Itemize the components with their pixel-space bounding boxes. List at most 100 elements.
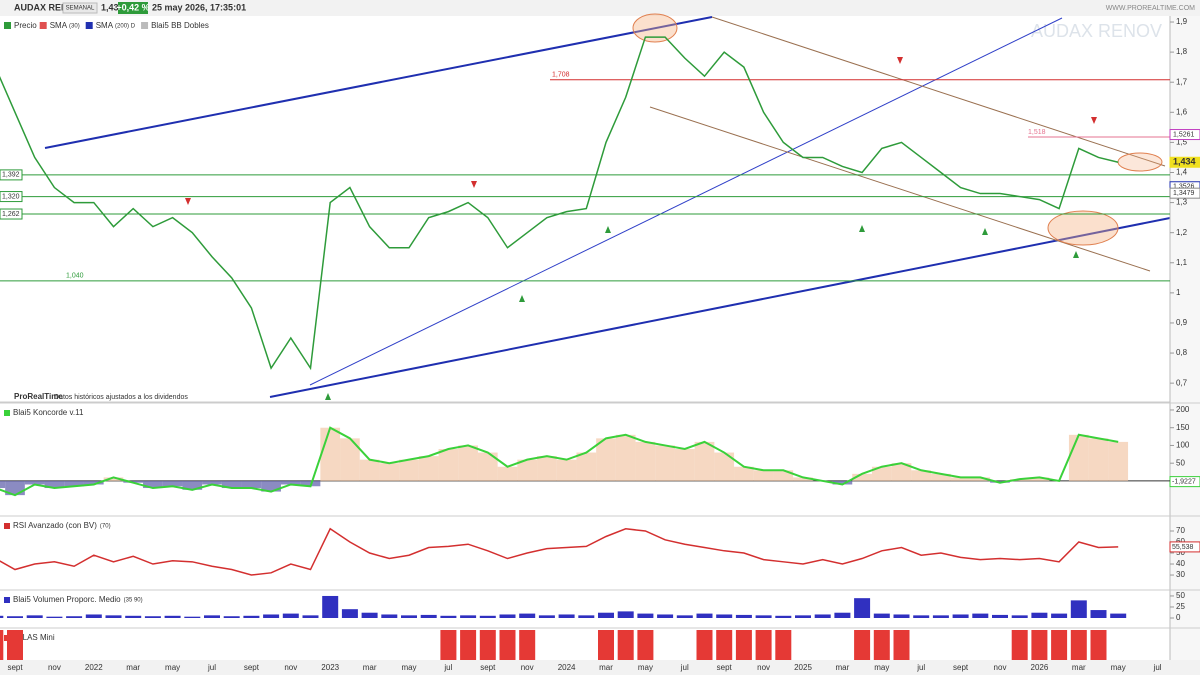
bar: [735, 614, 752, 618]
area-bar: [970, 477, 991, 481]
y-tick-label: 0,7: [1176, 378, 1188, 387]
bar: [381, 614, 398, 618]
x-tick-label: nov: [48, 663, 61, 672]
y-tick-label: 70: [1176, 526, 1185, 535]
bar: [125, 615, 142, 618]
bar: [223, 616, 240, 618]
area-bar: [1088, 438, 1109, 481]
area-bar: [556, 459, 577, 481]
bar: [873, 630, 890, 660]
bar: [1051, 613, 1068, 618]
highlight: [632, 13, 678, 43]
series-line: [0, 426, 1119, 497]
bar: [26, 615, 43, 618]
bar: [1011, 615, 1028, 618]
bar: [814, 614, 831, 618]
trend-line: [44, 16, 713, 149]
x-tick-label: nov: [757, 663, 770, 672]
y-tick-label: 1,5: [1176, 138, 1188, 147]
area-bar: [418, 456, 439, 481]
bar: [775, 630, 792, 660]
datetime: 25 may 2026, 17:35:01: [152, 2, 246, 12]
area-bar: [399, 459, 419, 481]
period-box: [62, 2, 98, 14]
bar: [972, 613, 989, 618]
area-bar: [832, 480, 853, 485]
y-tick-label: 1,9: [1176, 17, 1188, 26]
area-bar: [103, 477, 124, 481]
bar: [992, 614, 1008, 618]
bar: [873, 613, 890, 618]
area-bar: [44, 480, 65, 489]
area-bar: [793, 477, 813, 481]
x-tick-label: nov: [521, 663, 534, 672]
buy-arrows: [325, 225, 1079, 400]
level-label: 1,320: [2, 193, 20, 200]
bar: [263, 614, 280, 618]
area-bar: [753, 470, 774, 481]
x-tick-label: nov: [284, 663, 297, 672]
period[interactable]: SEMANAL: [66, 6, 95, 12]
bar: [519, 630, 536, 660]
bar: [184, 616, 201, 618]
y-tick-label: 1,8: [1176, 47, 1188, 56]
level-label: 1,040: [66, 273, 84, 280]
legend: Precio SMA (30) SMA (200) D Blai5 BB Dobles: [4, 21, 209, 30]
panel-param: (35 90): [124, 598, 143, 604]
bar: [952, 614, 969, 618]
price-marker-label: 1,3526: [1173, 184, 1195, 191]
bar: [696, 613, 713, 618]
legend-param: (30): [69, 24, 80, 30]
y-tick-label: 200: [1176, 405, 1190, 414]
bar: [401, 615, 417, 618]
panel-title: Blai5 Koncorde v.11: [13, 408, 84, 417]
bar: [499, 630, 516, 660]
site: WWW.PROREALTIME.COM: [1106, 5, 1195, 12]
last-marker: [1169, 476, 1200, 488]
bar: [657, 614, 674, 618]
area-bar: [438, 449, 459, 481]
price-marker-label: 1,5261: [1173, 131, 1195, 138]
bar: [932, 615, 949, 618]
change-box: [118, 2, 148, 14]
x-tick-label: may: [1111, 663, 1126, 672]
y-tick-label: 0,8: [1176, 348, 1188, 357]
bar: [775, 615, 792, 618]
area-bar: [340, 438, 360, 481]
series-line: [0, 527, 1119, 576]
x-tick-label: 2024: [558, 663, 576, 672]
symbol: AUDAX RENOV: [14, 2, 81, 12]
area-bar: [241, 480, 262, 489]
bar: [302, 615, 319, 618]
y-tick-label: 1,1: [1176, 258, 1188, 267]
bar: [617, 611, 634, 618]
area-bar: [674, 449, 695, 481]
bar: [1070, 600, 1087, 618]
level-box: [0, 208, 23, 220]
y-tick-label: 0: [1176, 613, 1181, 622]
bar: [598, 630, 614, 660]
trend-line: [269, 217, 1171, 398]
area-bar: [83, 480, 104, 485]
x-tick-label: jul: [207, 663, 216, 672]
area-bar: [852, 473, 872, 481]
y-tick-label: 150: [1176, 423, 1190, 432]
price-marker: [1169, 129, 1200, 141]
x-tick-label: sept: [7, 663, 23, 672]
bar: [795, 615, 811, 618]
last-price: 1,434: [101, 2, 124, 12]
legend-label: SMA: [96, 21, 114, 30]
bar: [460, 630, 477, 660]
bar: [1070, 630, 1087, 660]
bar: [893, 614, 910, 618]
bar: [538, 615, 555, 618]
y-tick-label: 50: [1176, 548, 1185, 557]
highlight: [1047, 210, 1119, 246]
area-bar: [537, 456, 557, 481]
area-bar: [655, 445, 675, 481]
bar: [755, 615, 772, 618]
level-label: 1,392: [2, 172, 20, 179]
price-marker: [1169, 156, 1200, 168]
